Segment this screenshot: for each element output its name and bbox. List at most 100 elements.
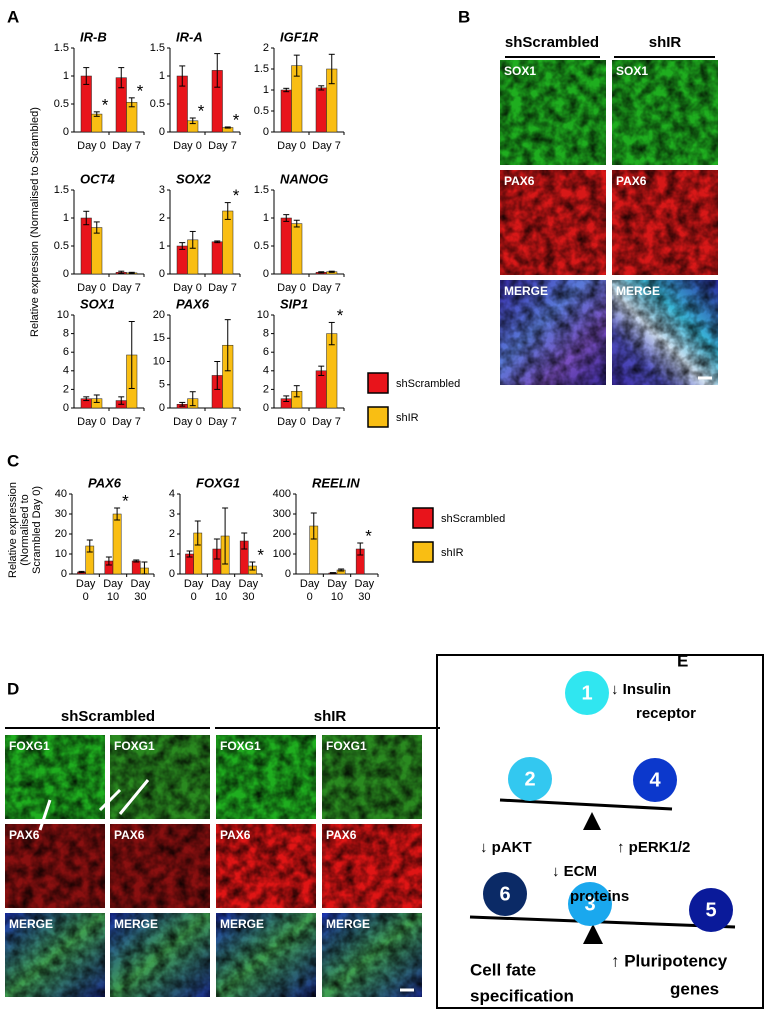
micrograph-texture	[216, 735, 316, 819]
micrograph-texture	[612, 280, 718, 385]
y-tick-label: 2	[169, 528, 175, 540]
error-bar	[224, 202, 231, 220]
error-bar	[128, 321, 135, 389]
error-bar	[249, 561, 256, 571]
y-tick-label: 1	[159, 70, 165, 82]
diagram-label: Cell fate	[470, 960, 536, 979]
x-tick-label-box: Day 10	[327, 578, 347, 603]
significance-star: *	[337, 306, 344, 325]
x-tick-label: Day 0	[77, 140, 106, 152]
legend-swatch	[412, 507, 434, 529]
column-header: shScrambled	[505, 34, 599, 51]
y-tick-label: 100	[273, 548, 291, 560]
x-tick-label: Day 30	[238, 578, 259, 603]
x-tick-label-box: Day 30	[131, 578, 151, 603]
significance-star: *	[198, 101, 205, 120]
y-tick-label: 0	[159, 126, 165, 138]
x-tick-label: Day 0	[173, 416, 202, 428]
error-bar	[283, 214, 290, 222]
micrograph-texture	[322, 735, 422, 819]
chart-title: PAX6	[176, 296, 210, 311]
error-bar	[93, 111, 100, 117]
x-tick-label-box: Day 0	[299, 578, 320, 603]
micrograph-label: FOXG1	[220, 739, 261, 753]
chart-title: SOX2	[176, 171, 211, 186]
y-tick-label: 10	[153, 355, 165, 367]
error-bar	[189, 117, 196, 125]
column-header: shIR	[314, 708, 347, 725]
x-tick-label: Day 0	[277, 140, 306, 152]
y-tick-label: 8	[263, 328, 269, 340]
error-bar	[329, 572, 336, 574]
legend-label: shIR	[441, 547, 464, 559]
error-bar	[114, 507, 121, 521]
diagram-label: ↓ pAKT	[480, 839, 532, 856]
y-tick-label: 0.5	[54, 240, 69, 252]
seesaw-beam	[499, 798, 673, 811]
legend-swatch	[367, 372, 389, 394]
x-tick-label: Day 7	[312, 416, 341, 428]
error-bar	[83, 67, 90, 85]
y-tick-label: 300	[273, 508, 291, 520]
x-tick-label: Day 7	[208, 416, 237, 428]
node	[633, 758, 677, 802]
micrograph-label: SOX1	[616, 64, 648, 78]
node-label: 4	[649, 769, 661, 791]
micrograph-label: PAX6	[616, 174, 647, 188]
diagram-label: receptor	[636, 705, 696, 722]
y-tick-label: 15	[153, 332, 165, 344]
error-bar	[293, 385, 300, 398]
node	[689, 888, 733, 932]
chart-title: REELIN	[312, 475, 360, 490]
y-tick-label: 10	[257, 309, 269, 321]
micrograph-label: MERGE	[114, 917, 158, 931]
chart-title: IR-B	[80, 29, 107, 44]
error-bar	[222, 507, 229, 565]
x-tick-label-box: Day 10	[211, 578, 231, 603]
bar	[211, 241, 223, 275]
x-tick-label-box: Day 0	[184, 578, 204, 603]
x-tick-label: Day 0	[277, 282, 306, 294]
bar	[131, 560, 141, 575]
x-tick-label: Day 0	[299, 578, 320, 603]
node-label: 1	[581, 682, 592, 704]
diagram-label: ↑ Pluripotency	[611, 951, 728, 970]
y-tick-label: 0	[159, 402, 165, 414]
micrograph-label: SOX1	[504, 64, 536, 78]
error-bar	[189, 391, 196, 407]
y-tick-label: 4	[63, 365, 69, 377]
error-bar	[118, 270, 125, 274]
diagram-label: genes	[670, 979, 719, 998]
significance-star: *	[122, 491, 129, 510]
x-tick-label: Day 10	[211, 578, 231, 603]
arrow	[118, 779, 150, 815]
micrograph-label: FOXG1	[326, 739, 367, 753]
error-bar	[357, 542, 364, 556]
micrograph-label: MERGE	[220, 917, 264, 931]
significance-star: *	[137, 81, 144, 100]
y-tick-label: 1	[63, 212, 69, 224]
error-bar	[141, 561, 148, 575]
y-tick-label: 2	[159, 212, 165, 224]
micrograph-texture	[500, 170, 606, 275]
y-tick-label: 10	[55, 548, 67, 560]
y-tick-label: 0.5	[150, 98, 165, 110]
diagram-label: ↓ ECM	[552, 863, 597, 880]
node	[508, 757, 552, 801]
fulcrum	[583, 812, 601, 830]
error-bar	[310, 512, 317, 540]
error-bar	[93, 221, 100, 234]
error-bar	[318, 271, 325, 274]
y-tick-label: 0	[159, 268, 165, 280]
y-tick-label: 4	[169, 488, 175, 500]
error-bar	[128, 97, 135, 108]
micrograph-label: PAX6	[220, 828, 251, 842]
diagram-label: specification	[470, 986, 574, 1005]
bar	[176, 245, 188, 275]
diagram-label: ↓ Insulin	[611, 681, 671, 698]
micrograph-label: PAX6	[326, 828, 357, 842]
panel-e-frame	[436, 654, 764, 1009]
x-tick-label: Day 30	[354, 578, 375, 603]
